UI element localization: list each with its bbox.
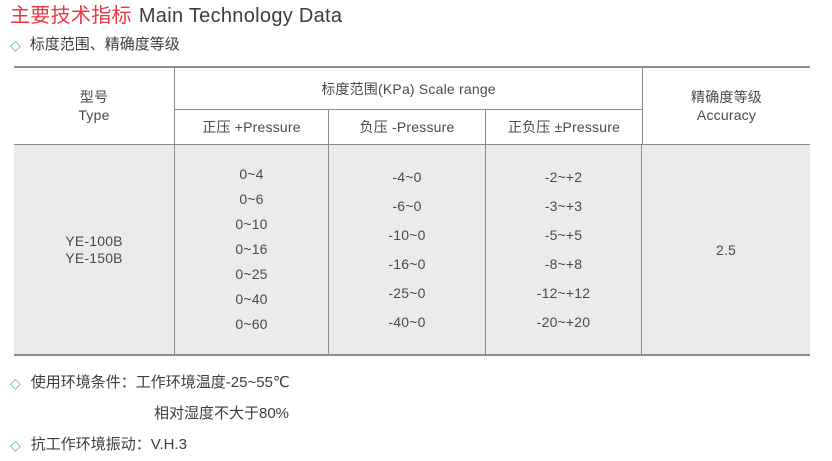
table-value: 0~25 xyxy=(235,266,268,282)
table-value: -5~+5 xyxy=(544,226,583,243)
cell-plus-minus-values: -2~+2 -3~+3 -5~+5 -8~+8 -12~+12 -20~+20 xyxy=(486,145,642,354)
header-accuracy-zh: 精确度等级 xyxy=(691,89,762,105)
header-negative-pressure: 负压 -Pressure xyxy=(329,110,486,144)
note-text: 抗工作环境振动：V.H.3 xyxy=(31,436,187,454)
note-humidity: 相对湿度不大于80% xyxy=(154,405,289,423)
table-value: YE-150B xyxy=(65,249,123,266)
table-value: -6~0 xyxy=(392,197,422,214)
note-value: V.H.3 xyxy=(150,436,187,453)
page-title-chinese: 主要技术指标 xyxy=(10,5,132,27)
accuracy-value: 2.5 xyxy=(715,241,737,258)
cell-negative-values: -4~0 -6~0 -10~0 -16~0 -25~0 -40~0 xyxy=(329,145,486,354)
table-value: -40~0 xyxy=(388,313,426,330)
header-type: 型号 Type xyxy=(14,68,175,144)
header-subrow: 正压 +Pressure 负压 -Pressure 正负压 ±Pressure xyxy=(175,110,642,144)
table-value: YE-100B xyxy=(65,232,123,249)
header-scale-range: 标度范围(KPa) Scale range xyxy=(175,68,642,110)
table-value: -25~0 xyxy=(388,284,426,301)
table-value: 0~60 xyxy=(235,316,268,332)
table-value: 0~10 xyxy=(235,216,268,232)
table-value: 0~4 xyxy=(239,166,264,182)
header-type-zh: 型号 xyxy=(79,89,109,105)
table-value: -2~+2 xyxy=(544,168,583,185)
note-label: 使用环境条件： xyxy=(30,374,136,391)
page-title: 主要技术指标 Main Technology Data xyxy=(10,3,342,29)
table-value: 0~6 xyxy=(239,191,264,207)
diamond-bullet-icon: ◇ xyxy=(10,37,21,53)
table-value: -16~0 xyxy=(388,255,426,272)
note-label: 抗工作环境振动： xyxy=(30,436,151,453)
table-value: -12~+12 xyxy=(536,284,591,301)
note-environment-conditions: ◇ 使用环境条件：工作环境温度-25~55℃ xyxy=(10,374,290,392)
cell-accuracy-value: 2.5 xyxy=(642,145,810,354)
header-accuracy: 精确度等级 Accuracy xyxy=(643,68,810,144)
table-value: -20~+20 xyxy=(536,313,591,330)
section-heading: ◇ 标度范围、精确度等级 xyxy=(10,36,180,54)
header-scale-range-group: 标度范围(KPa) Scale range 正压 +Pressure 负压 -P… xyxy=(175,68,643,144)
cell-models: YE-100B YE-150B xyxy=(14,145,175,354)
table-value: -10~0 xyxy=(388,226,426,243)
header-plus-minus-pressure: 正负压 ±Pressure xyxy=(507,119,621,135)
table-value: -8~+8 xyxy=(544,255,583,272)
note-value: 工作环境温度-25~55℃ xyxy=(135,374,290,391)
section-heading-label: 标度范围、精确度等级 xyxy=(29,36,180,53)
diamond-bullet-icon: ◇ xyxy=(10,437,21,453)
note-text: 相对湿度不大于80% xyxy=(154,405,290,422)
diamond-bullet-icon: ◇ xyxy=(10,375,21,391)
table-value: -4~0 xyxy=(392,168,422,185)
header-positive-pressure: 正压 +Pressure xyxy=(175,110,329,144)
header-type-en: Type xyxy=(78,107,110,123)
note-vibration: ◇ 抗工作环境振动：V.H.3 xyxy=(10,436,187,454)
table-value: 0~40 xyxy=(235,291,268,307)
spec-table: 型号 Type 标度范围(KPa) Scale range 正压 +Pressu… xyxy=(14,66,810,356)
cell-positive-values: 0~4 0~6 0~10 0~16 0~25 0~40 0~60 xyxy=(175,145,329,354)
table-value: -3~+3 xyxy=(544,197,583,214)
page-title-english: Main Technology Data xyxy=(138,5,343,27)
table-header: 型号 Type 标度范围(KPa) Scale range 正压 +Pressu… xyxy=(14,68,810,145)
note-text: 使用环境条件：工作环境温度-25~55℃ xyxy=(31,374,290,392)
table-value: 0~16 xyxy=(235,241,268,257)
table-body: YE-100B YE-150B 0~4 0~6 0~10 0~16 0~25 0~40 0~6… xyxy=(14,145,810,354)
header-accuracy-en: Accuracy xyxy=(696,107,757,123)
